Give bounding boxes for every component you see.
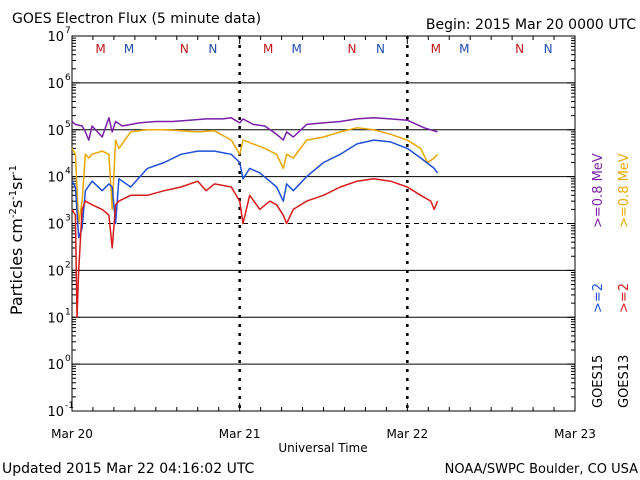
marker-m: M xyxy=(263,42,273,56)
x-tick-labels: Mar 20 Mar 21 Mar 22 Mar 23 xyxy=(51,427,596,441)
y-tick-label: 10 xyxy=(47,171,64,186)
y-tick-exponent: 5 xyxy=(65,120,71,130)
chart-title: GOES Electron Flux (5 minute data) xyxy=(12,11,261,27)
y-tick-exponent: 7 xyxy=(65,26,71,36)
series-line xyxy=(71,117,438,141)
marker-m: M xyxy=(431,42,441,56)
y-tick-exponent: 6 xyxy=(65,73,71,83)
marker-n: N xyxy=(180,42,189,56)
updated-time: Updated 2015 Mar 22 04:16:02 UTC xyxy=(2,461,255,477)
axis-ticks xyxy=(71,35,576,412)
legend-satellite: GOES15 xyxy=(591,355,606,408)
series-line xyxy=(71,139,439,239)
x-tick-label: Mar 21 xyxy=(219,427,261,441)
y-tick-exponent: -1 xyxy=(65,401,74,411)
legend-item: >=0.8 MeV xyxy=(617,153,632,228)
legend: GOES15 >=2 >=0.8 MeV GOES13 >=2 >=0.8 MeV xyxy=(591,153,632,408)
marker-n: N xyxy=(348,42,357,56)
marker-n: N xyxy=(208,42,217,56)
y-tick-label: 10 xyxy=(47,358,64,373)
x-tick-label: Mar 20 xyxy=(51,427,93,441)
legend-item: >=2 xyxy=(617,283,632,313)
x-tick-label: Mar 22 xyxy=(386,427,428,441)
marker-n: N xyxy=(515,42,524,56)
y-tick-label: 10 xyxy=(47,311,64,326)
y-tick-exponent: 4 xyxy=(65,167,71,177)
y-axis-label: Particles cm-2s-1sr-1 xyxy=(7,165,26,315)
y-tick-exponent: 0 xyxy=(65,354,71,364)
marker-m: M xyxy=(291,42,301,56)
marker-m: M xyxy=(95,42,105,56)
marker-n: N xyxy=(544,42,553,56)
legend-satellite: GOES13 xyxy=(617,355,632,408)
begin-time: Begin: 2015 Mar 20 0000 UTC xyxy=(426,17,636,33)
series-lines xyxy=(71,117,439,319)
series-line xyxy=(71,127,439,225)
marker-n: N xyxy=(376,42,385,56)
y-tick-label: 10 xyxy=(47,218,64,233)
x-axis-label: Universal Time xyxy=(278,441,367,455)
x-tick-label: Mar 23 xyxy=(554,427,596,441)
y-tick-label: 10 xyxy=(47,405,64,420)
grid-lines xyxy=(72,82,575,365)
y-tick-exponent: 2 xyxy=(65,260,71,270)
y-tick-label: 10 xyxy=(47,77,64,92)
y-tick-label: 10 xyxy=(47,30,64,45)
marker-m: M xyxy=(124,42,134,56)
legend-column: GOES13 >=2 >=0.8 MeV xyxy=(617,153,632,408)
legend-column: GOES15 >=2 >=0.8 MeV xyxy=(591,153,606,408)
y-tick-label: 10 xyxy=(47,264,64,279)
legend-item: >=2 xyxy=(591,283,606,313)
y-tick-exponent: 3 xyxy=(65,214,71,224)
legend-item: >=0.8 MeV xyxy=(591,153,606,228)
credit: NOAA/SWPC Boulder, CO USA xyxy=(445,462,638,477)
y-tick-exponent: 1 xyxy=(65,307,71,317)
series-line xyxy=(71,178,439,319)
y-tick-label: 10 xyxy=(47,124,64,139)
marker-m: M xyxy=(459,42,469,56)
